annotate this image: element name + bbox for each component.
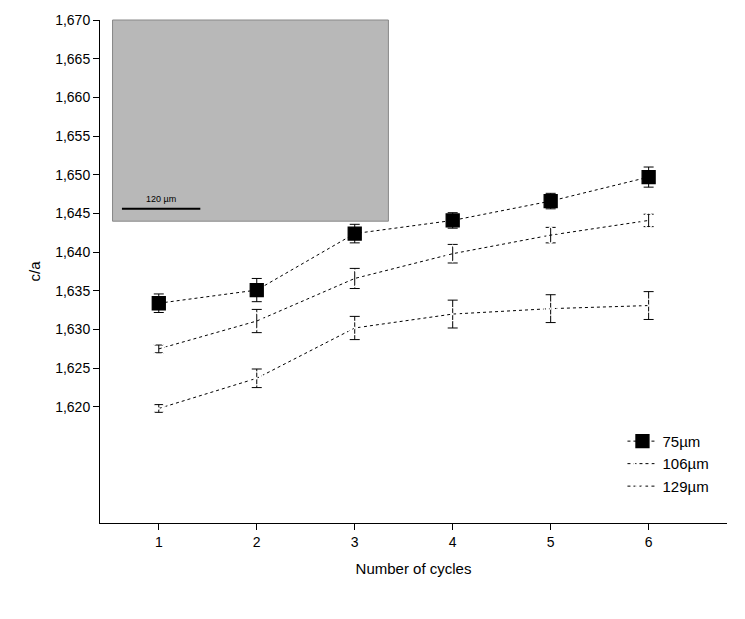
svg-text:1,650: 1,650 [55, 167, 90, 183]
svg-text:1,620: 1,620 [55, 399, 90, 415]
svg-text:5: 5 [547, 534, 555, 550]
svg-text:1,640: 1,640 [55, 244, 90, 260]
svg-text:120 µm: 120 µm [146, 194, 176, 204]
svg-text:1,665: 1,665 [55, 51, 90, 67]
svg-text:1,635: 1,635 [55, 283, 90, 299]
svg-text:1,655: 1,655 [55, 128, 90, 144]
svg-text:4: 4 [449, 534, 457, 550]
svg-text:c/a: c/a [26, 261, 43, 282]
svg-text:1,670: 1,670 [55, 12, 90, 28]
svg-text:106µm: 106µm [662, 455, 708, 472]
svg-text:Number of cycles: Number of cycles [356, 560, 472, 577]
svg-text:1,660: 1,660 [55, 89, 90, 105]
svg-text:129µm: 129µm [662, 478, 708, 495]
svg-text:3: 3 [351, 534, 359, 550]
svg-text:1: 1 [155, 534, 163, 550]
svg-text:6: 6 [645, 534, 653, 550]
svg-text:1,645: 1,645 [55, 205, 90, 221]
svg-text:1,625: 1,625 [55, 360, 90, 376]
svg-text:1,630: 1,630 [55, 321, 90, 337]
svg-text:75µm: 75µm [662, 433, 700, 450]
svg-text:2: 2 [253, 534, 261, 550]
